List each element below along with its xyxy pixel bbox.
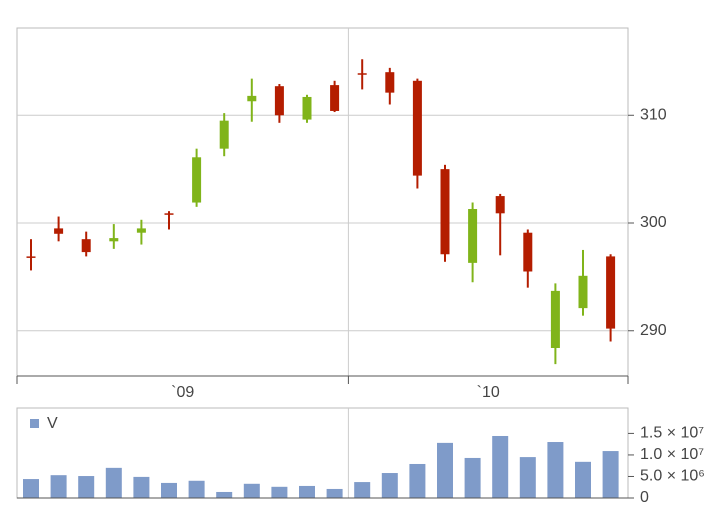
volume-bar (519, 457, 536, 498)
x-tick-label: `10 (477, 384, 500, 401)
volume-bar (216, 491, 233, 498)
volume-bar (188, 480, 205, 498)
volume-bar (326, 488, 343, 498)
volume-bar (133, 476, 150, 498)
legend-label: V (47, 415, 58, 432)
candle-body (26, 256, 36, 258)
volume-bar (23, 479, 39, 498)
candle-body (330, 85, 340, 111)
x-tick-label: `09 (171, 384, 194, 401)
y-tick-label: 5.0 × 10⁶ (640, 468, 705, 485)
candle-body (81, 239, 91, 253)
candle-body (192, 157, 202, 203)
candle-body (606, 256, 616, 329)
candle-body (578, 275, 588, 309)
y-tick-label: 1.5 × 10⁷ (640, 425, 704, 442)
candle-body (550, 290, 560, 348)
volume-bar (409, 463, 426, 498)
volume-bar (547, 442, 564, 498)
volume-bar (105, 467, 122, 498)
candle-body (136, 228, 146, 233)
volume-bar (437, 442, 453, 498)
volume-bar (50, 475, 67, 498)
volume-bar (464, 457, 481, 498)
legend-swatch (30, 419, 39, 428)
volume-bar (492, 435, 509, 498)
volume-bar (299, 485, 315, 498)
candle-body (54, 228, 64, 234)
y-tick-label: 0 (640, 489, 649, 506)
candle-body (247, 95, 257, 102)
candle-body (523, 232, 533, 272)
volume-bar (78, 476, 95, 498)
volume-bar (602, 451, 619, 498)
candle-body (412, 80, 422, 176)
y-tick-label: 290 (640, 322, 667, 339)
y-tick-label: 1.0 × 10⁷ (640, 446, 704, 463)
volume-bar (381, 473, 398, 498)
y-tick-label: 310 (640, 106, 667, 123)
candle-body (385, 72, 395, 93)
candle-body (495, 196, 505, 214)
volume-bar (354, 482, 371, 498)
volume-bar (271, 486, 288, 498)
candle-body (274, 86, 284, 116)
volume-bar (243, 483, 260, 498)
candle-body (219, 120, 229, 149)
candle-body (468, 209, 478, 263)
plot-frame (16, 27, 629, 377)
y-tick-label: 300 (640, 214, 667, 231)
candle-body (357, 73, 367, 75)
volume-bar (161, 482, 177, 498)
candle-body (440, 169, 450, 255)
candle-body (109, 238, 119, 242)
volume-bar (575, 461, 591, 498)
candle-body (164, 213, 174, 215)
candle-body (302, 96, 312, 120)
